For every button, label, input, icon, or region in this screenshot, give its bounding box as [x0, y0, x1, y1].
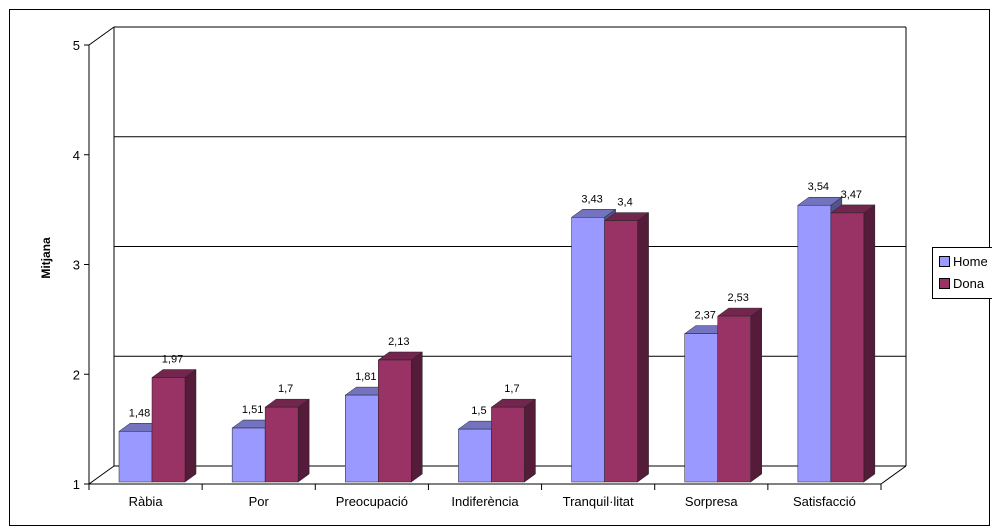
data-label: 1,7	[504, 383, 519, 395]
bar	[797, 204, 832, 483]
data-label: 1,7	[278, 383, 293, 395]
bar	[684, 333, 718, 483]
legend-label-home: Home	[953, 254, 988, 269]
legend-item-home: Home	[939, 254, 988, 269]
bar	[491, 406, 525, 483]
data-label: 1,48	[129, 407, 150, 419]
y-tick-label: 3	[73, 258, 80, 273]
y-tick-label: 4	[73, 148, 80, 163]
bar	[231, 427, 266, 483]
data-label: 3,47	[841, 189, 862, 201]
data-label: 1,5	[471, 405, 486, 417]
bar-side	[750, 307, 762, 483]
data-label: 2,37	[695, 310, 716, 322]
bar	[118, 431, 153, 483]
floor-right-edge	[880, 465, 907, 485]
data-label: 1,81	[355, 371, 376, 383]
bar	[378, 359, 412, 483]
x-tick-label: Preocupació	[336, 494, 408, 509]
bar-side	[297, 398, 310, 483]
bar	[830, 212, 865, 483]
x-tick-label: Por	[249, 494, 270, 509]
data-label: 1,97	[162, 354, 183, 366]
legend-label-dona: Dona	[953, 276, 985, 291]
y-tick-label: 1	[73, 477, 80, 492]
legend-swatch-home	[939, 256, 950, 268]
bar	[458, 428, 492, 483]
bar	[604, 220, 638, 483]
bar	[264, 406, 299, 483]
data-label: 1,51	[242, 404, 263, 416]
x-tick-label: Indiferència	[451, 494, 519, 509]
side-wall-top-edge	[88, 26, 115, 46]
bar-side	[411, 351, 423, 483]
data-label: 2,53	[728, 292, 749, 304]
bar	[717, 315, 751, 483]
bar-side	[184, 369, 197, 483]
bar-side	[637, 212, 649, 483]
bar	[571, 217, 605, 483]
data-label: 3,54	[808, 181, 829, 193]
bar	[151, 377, 186, 483]
legend: Home Dona	[932, 247, 992, 299]
y-tick-label: 2	[73, 367, 80, 382]
bar	[345, 394, 379, 483]
data-label: 3,43	[581, 193, 602, 205]
x-tick-label: Sorpresa	[685, 494, 739, 509]
bar-side	[863, 204, 876, 483]
data-label: 3,4	[617, 197, 632, 209]
legend-item-dona: Dona	[939, 276, 984, 291]
y-tick-label: 5	[73, 38, 80, 53]
x-tick-label: Satisfacció	[793, 494, 856, 509]
x-tick-label: Ràbia	[129, 494, 164, 509]
y-axis-label: Mitjana	[39, 237, 53, 279]
floor-left-edge	[88, 465, 115, 485]
legend-swatch-dona	[939, 278, 950, 290]
x-tick-label: Tranquil·litat	[563, 494, 634, 509]
bar-side	[524, 398, 536, 483]
data-label: 2,13	[388, 336, 409, 348]
